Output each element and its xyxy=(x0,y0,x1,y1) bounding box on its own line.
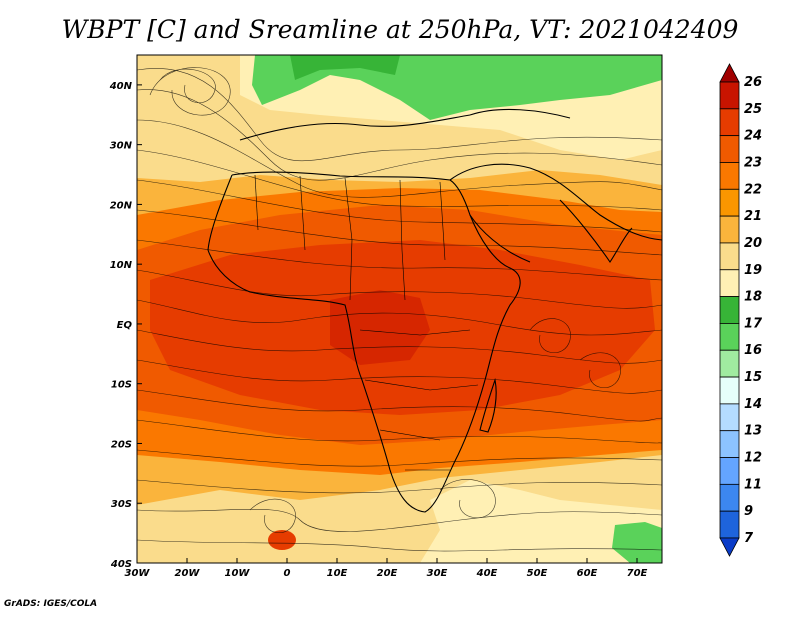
y-tick-label-30n: 30N xyxy=(110,141,133,152)
colorbar-level-label: 19 xyxy=(744,263,762,278)
colorbar-level-label: 14 xyxy=(744,397,762,412)
x-tick-label-50e: 50E xyxy=(527,568,548,579)
colorbar-level-label: 25 xyxy=(744,102,762,117)
colorbar-level-label: 13 xyxy=(744,424,762,439)
colorbar-segment xyxy=(719,376,740,405)
colorbar-segment xyxy=(719,188,740,217)
colorbar: 26 25 24 23 22 21 20 19 18 17 16 15 14 13 12 11 9 7 xyxy=(719,63,763,557)
y-tick-label-20n: 20N xyxy=(110,200,133,211)
x-tick-label-0: 0 xyxy=(284,568,291,579)
colorbar-level-label: 16 xyxy=(744,343,762,358)
y-tick-label-30s: 30S xyxy=(111,499,132,510)
colorbar-level-label: 17 xyxy=(744,316,763,331)
colorbar-level-label: 21 xyxy=(744,209,762,224)
colorbar-segment xyxy=(719,403,740,432)
colorbar-segment xyxy=(719,323,740,351)
x-tick-label-60e: 60E xyxy=(577,568,598,579)
colorbar-segment xyxy=(719,162,740,190)
x-tick-label-40e: 40E xyxy=(476,568,498,579)
colorbar-segment xyxy=(719,510,740,539)
country-borders xyxy=(254,174,479,471)
x-tick-label-20w: 20W xyxy=(175,568,201,579)
axis-tick-marks xyxy=(136,84,638,564)
colorbar-level-label: 9 xyxy=(744,504,753,519)
colorbar-segment xyxy=(719,81,740,110)
colorbar-level-label: 11 xyxy=(744,477,762,492)
x-axis-ticks: 30W 20W 10W 0 10E 20E 30E 40E 50E 60E 70… xyxy=(125,568,648,579)
colorbar-segment xyxy=(719,296,740,324)
wbpt-zone-green-north xyxy=(252,55,662,120)
colorbar-segment xyxy=(719,108,740,137)
x-tick-label-20e: 20E xyxy=(377,568,398,579)
colorbar-level-label: 18 xyxy=(744,290,762,305)
x-tick-label-70e: 70E xyxy=(627,568,648,579)
x-tick-label-10w: 10W xyxy=(225,568,251,579)
x-tick-label-30e: 30E xyxy=(427,568,448,579)
colorbar-segment xyxy=(719,457,740,485)
figure-title: WBPT [C] and Sreamline at 250hPa, VT: 20… xyxy=(62,15,739,44)
colorbar-top-arrow xyxy=(719,63,740,83)
colorbar-bottom-arrow xyxy=(719,537,740,557)
y-tick-label-40n: 40N xyxy=(109,81,133,92)
y-tick-label-10s: 10S xyxy=(111,380,132,391)
colorbar-level-label: 23 xyxy=(744,155,762,170)
colorbar-segment xyxy=(719,430,740,458)
x-tick-label-10e: 10E xyxy=(327,568,348,579)
colorbar-level-label: 22 xyxy=(744,182,762,197)
y-tick-label-40s: 40S xyxy=(110,559,132,570)
colorbar-level-label: 15 xyxy=(744,370,762,385)
wbpt-zone-hot-spot-sw xyxy=(268,530,296,550)
map-panel xyxy=(137,55,662,563)
coastlines xyxy=(207,108,662,513)
grads-credit: GrADS: IGES/COLA xyxy=(4,599,98,609)
wbpt-zone-hot-spot xyxy=(330,290,430,365)
wbpt-zone-cooler-south xyxy=(420,480,662,563)
colorbar-level-label: 12 xyxy=(744,451,762,466)
colorbar-segment xyxy=(719,135,740,163)
wbpt-zone-green-north-dark xyxy=(290,55,400,80)
colorbar-segment xyxy=(719,215,740,244)
colorbar-level-label: 24 xyxy=(744,129,762,144)
colorbar-segment xyxy=(719,242,740,271)
map-frame xyxy=(136,54,663,564)
y-tick-label-10n: 10N xyxy=(110,260,133,271)
streamlines xyxy=(137,67,662,552)
wbpt-zone-green-southeast xyxy=(612,522,662,563)
y-axis-ticks: 40N 30N 20N 10N EQ 10S 20S 30S 40S xyxy=(109,81,133,570)
y-tick-label-eq: EQ xyxy=(117,320,133,331)
colorbar-segment xyxy=(719,269,740,297)
colorbar-level-label: 26 xyxy=(744,75,762,90)
x-tick-label-30w: 30W xyxy=(125,568,151,579)
colorbar-level-label: 20 xyxy=(744,236,762,251)
y-tick-label-20s: 20S xyxy=(111,439,132,450)
colorbar-level-label: 7 xyxy=(744,531,754,546)
colorbar-segment xyxy=(719,483,740,512)
colorbar-segment xyxy=(719,349,740,378)
